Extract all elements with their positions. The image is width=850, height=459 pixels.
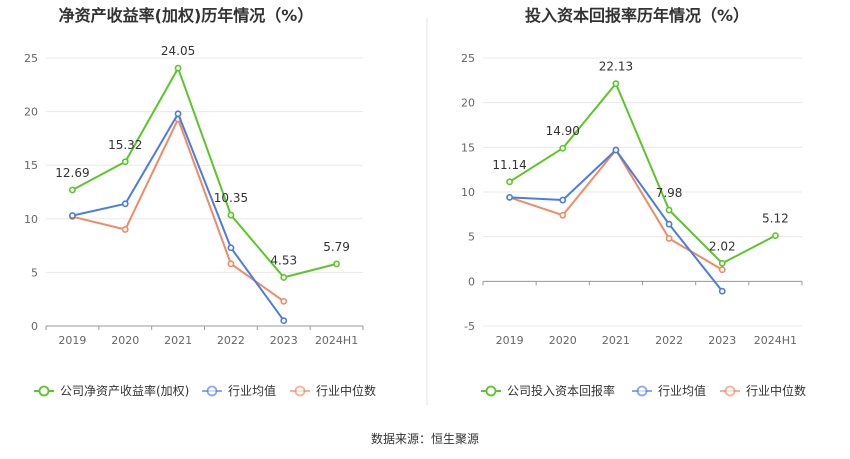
data-point (69, 186, 76, 194)
legend-item: 行业均值 (632, 383, 706, 398)
x-tick-label: 2020 (549, 334, 577, 347)
data-point (665, 235, 673, 242)
data-point (506, 193, 513, 201)
data-point (612, 80, 620, 88)
legend-label: 行业均值 (658, 383, 706, 398)
series-line (509, 82, 776, 265)
series-line (509, 149, 724, 292)
data-point (333, 260, 340, 268)
data-label: 5.12 (762, 212, 789, 226)
data-label: 22.13 (599, 60, 633, 74)
x-tick-label: 2022 (655, 334, 683, 347)
legend-item: 行业中位数 (290, 383, 376, 398)
data-point (612, 146, 620, 154)
data-label: 14.90 (546, 124, 580, 138)
data-label: 4.53 (270, 253, 297, 267)
x-tick-label: 2022 (217, 334, 245, 347)
legend-label: 行业中位数 (316, 383, 376, 398)
y-tick-label: 10 (461, 186, 475, 199)
data-point (559, 196, 567, 204)
data-label: 10.35 (214, 191, 248, 205)
data-point (227, 260, 235, 268)
series-line (72, 118, 285, 303)
data-point (121, 226, 129, 233)
data-point (227, 211, 235, 219)
y-tick-label: 15 (461, 141, 475, 154)
roe-chart-panel: 净资产收益率(加权)历年情况（%） 0 5 10 15 20 25 2019 2020 2021 2… (24, 6, 376, 398)
legend-swatch-marker (636, 385, 648, 397)
x-tick-label: 2019 (496, 334, 524, 347)
data-point (718, 266, 726, 274)
data-point (121, 200, 129, 208)
x-tick-label: 2021 (602, 334, 630, 347)
chart-title: 投入资本回报率历年情况（%） (525, 6, 749, 25)
legend-item: 行业中位数 (720, 383, 806, 398)
data-point (280, 297, 288, 305)
data-point (227, 244, 235, 252)
x-tick-label: 2021 (164, 334, 192, 347)
series-line (72, 112, 285, 322)
data-point (174, 110, 182, 118)
series-line (71, 67, 337, 279)
data-label: 11.14 (492, 158, 526, 172)
y-tick-label: 25 (461, 52, 475, 65)
x-tick-label: 2023 (708, 334, 736, 347)
data-label: 2.02 (709, 239, 736, 253)
data-label: 24.05 (161, 44, 195, 58)
legend-item: 公司投入资本回报率 (481, 383, 615, 398)
x-tick-label: 2024H1 (754, 334, 797, 347)
data-point (280, 274, 288, 281)
legend-swatch-marker (294, 385, 306, 397)
data-label: 12.69 (55, 166, 89, 180)
legend-swatch-marker (485, 385, 497, 397)
data-point (718, 287, 726, 295)
chart-title: 净资产收益率(加权)历年情况（%） (59, 6, 314, 25)
legend-swatch-marker (206, 385, 218, 397)
y-tick-label: 0 (31, 320, 38, 333)
x-tick-label: 2019 (58, 334, 86, 347)
legend-label: 行业中位数 (746, 383, 806, 398)
data-point (121, 158, 129, 166)
y-tick-label: 25 (24, 52, 38, 65)
data-point (280, 317, 288, 325)
data-point (69, 212, 76, 219)
y-tick-label: 20 (461, 97, 475, 110)
data-point (174, 64, 182, 72)
data-point (559, 211, 567, 219)
legend-label: 行业均值 (228, 383, 276, 398)
data-point (506, 178, 513, 186)
x-tick-label: 2024H1 (315, 334, 358, 347)
data-point (772, 232, 779, 239)
roic-chart-panel: 投入资本回报率历年情况（%） -5 0 5 10 15 20 25 2019 2020 2021 20… (461, 6, 806, 398)
data-point (665, 206, 673, 214)
legend-swatch-marker (724, 385, 736, 397)
data-point (718, 259, 726, 267)
data-label: 15.32 (108, 138, 142, 152)
data-label: 5.79 (323, 240, 350, 254)
y-tick-label: -5 (464, 320, 475, 333)
data-label: 7.98 (656, 186, 683, 200)
data-source-note: 数据来源：恒生聚源 (371, 431, 479, 446)
legend-item: 行业均值 (202, 383, 276, 398)
y-tick-label: 20 (24, 106, 38, 119)
y-tick-label: 10 (24, 213, 38, 226)
data-point (559, 144, 567, 152)
legend-swatch-marker (38, 385, 50, 397)
y-tick-label: 5 (468, 231, 475, 244)
legend-label: 公司投入资本回报率 (507, 383, 615, 398)
x-tick-label: 2023 (270, 334, 298, 347)
data-point (665, 220, 673, 228)
y-tick-label: 15 (24, 159, 38, 172)
legend-label: 公司净资产收益率(加权) (60, 383, 189, 398)
y-tick-label: 5 (31, 266, 38, 279)
legend-item: 公司净资产收益率(加权) (34, 383, 189, 398)
y-tick-label: 0 (468, 275, 475, 288)
x-tick-label: 2020 (111, 334, 139, 347)
